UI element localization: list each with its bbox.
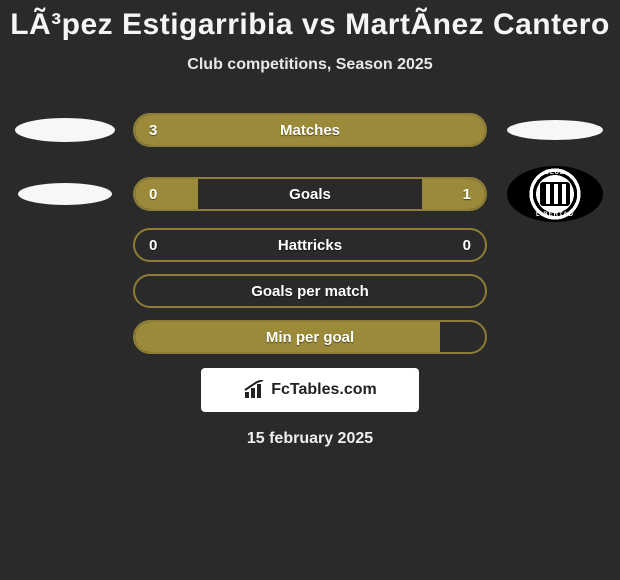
- page-title: LÃ³pez Estigarribia vs MartÃnez Cantero: [0, 8, 620, 42]
- club-libertad-badge: CLUB LIBERTAD: [507, 166, 603, 222]
- logo-slot-empty: [15, 261, 115, 321]
- brand-chart-icon: [243, 380, 267, 400]
- stat-bar-goals-per-match: Goals per match: [133, 274, 487, 308]
- stat-label: Goals per match: [135, 283, 485, 300]
- brand-box[interactable]: FcTables.com: [201, 368, 419, 412]
- team-logo-right: [505, 100, 605, 160]
- stat-bar-column: 0 Hattricks 0 Goals per match Min per go…: [133, 228, 487, 354]
- stat-bar-column: 0 Goals 1: [133, 177, 487, 211]
- stat-bar-goals: 0 Goals 1: [133, 177, 487, 211]
- comparison-card: LÃ³pez Estigarribia vs MartÃnez Cantero …: [0, 0, 620, 448]
- stat-label: Matches: [135, 122, 485, 139]
- team-logo-right: CLUB LIBERTAD: [505, 164, 605, 224]
- stat-row-group: 3 Matches: [0, 100, 620, 160]
- badge-text-top: CLUB: [545, 170, 566, 176]
- team-logo-left: [15, 164, 115, 224]
- stat-value-right: 0: [463, 237, 471, 254]
- stat-row-group: 0 Goals 1 CLUB LIBERTAD: [0, 164, 620, 224]
- logo-ellipse: [507, 120, 603, 140]
- stats-area: 3 Matches 0 Goals 1: [0, 100, 620, 354]
- stat-bar-column: 3 Matches: [133, 113, 487, 147]
- team-logo-left: [15, 100, 115, 160]
- badge-text-bottom: LIBERTAD: [536, 212, 574, 218]
- date-text: 15 february 2025: [0, 430, 620, 448]
- stat-label: Goals: [135, 186, 485, 203]
- stat-label: Hattricks: [135, 237, 485, 254]
- stat-bar-hattricks: 0 Hattricks 0: [133, 228, 487, 262]
- stat-row-group: 0 Hattricks 0 Goals per match Min per go…: [0, 228, 620, 354]
- badge-stripes: [540, 182, 570, 206]
- brand-text: FcTables.com: [271, 381, 377, 399]
- stat-bar-matches: 3 Matches: [133, 113, 487, 147]
- logo-ellipse: [18, 183, 112, 205]
- logo-ellipse: [15, 118, 115, 142]
- subtitle: Club competitions, Season 2025: [0, 56, 620, 74]
- stat-label: Min per goal: [135, 329, 485, 346]
- logo-slot-empty: [505, 261, 605, 321]
- stat-bar-min-per-goal: Min per goal: [133, 320, 487, 354]
- stat-value-right: 1: [463, 186, 471, 203]
